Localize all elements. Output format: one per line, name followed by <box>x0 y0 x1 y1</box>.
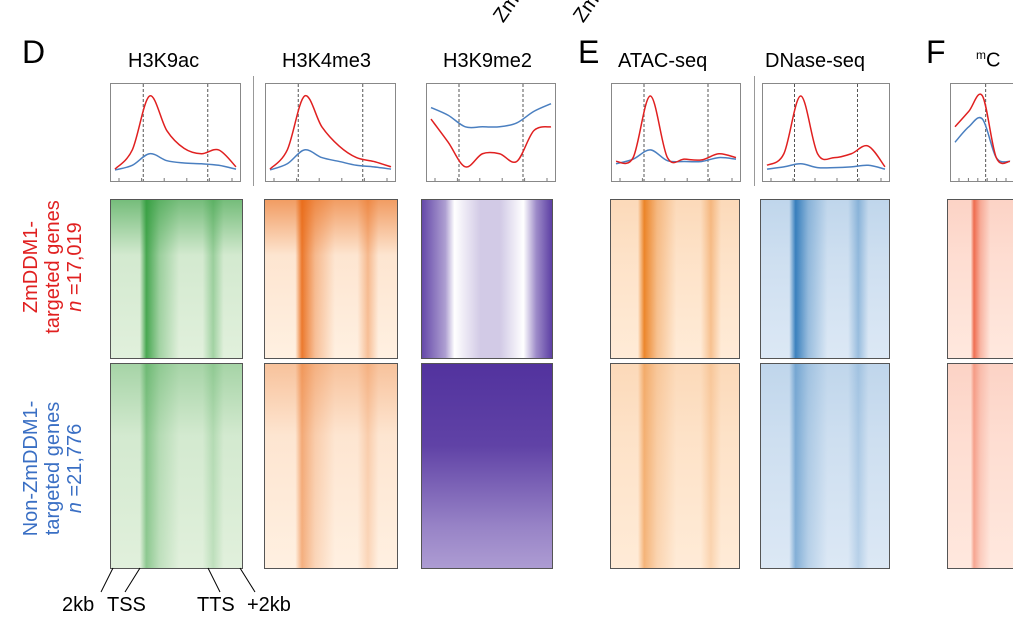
panel-letter-f: F <box>926 34 946 70</box>
profile-plot-h3k9me2 <box>426 83 556 182</box>
col-title-h3k4me3: H3K4me3 <box>282 50 371 72</box>
series-line-targeted <box>114 95 237 170</box>
row-label-non-targeted-line2: targeted genes <box>42 401 64 536</box>
heatmap-h3k4me3-targeted <box>264 199 398 359</box>
heatmap-h3k9ac-non-targeted <box>110 363 243 569</box>
row-label-targeted-line2: targeted genes <box>42 200 64 334</box>
col-title-h3k9ac: H3K9ac <box>128 50 200 72</box>
axis-leader-lines <box>100 567 256 593</box>
profile-plot-dnase <box>762 83 890 182</box>
col-title-dnase-seq: DNase-seq <box>765 50 866 72</box>
axis-label-left: 2kb <box>62 594 95 616</box>
separator <box>253 76 254 186</box>
top-cut-label-1: Zm <box>489 0 524 27</box>
profile-svg-h3k9me2 <box>430 84 552 181</box>
heatmap-h3k4me3-non-targeted <box>264 363 398 569</box>
row-label-non-targeted-n: n =21,776 <box>64 423 86 514</box>
heatmap-atac-seq-non-targeted <box>610 363 740 569</box>
col-title-mc: mC <box>976 48 1001 72</box>
axis-label-tss: TSS <box>107 594 146 616</box>
heatmap-mc-non-targeted <box>947 363 1013 569</box>
series-line-targeted <box>269 95 392 170</box>
profile-svg-h3k9ac <box>114 84 237 181</box>
profile-svg-dnase <box>766 84 886 181</box>
series-line-non-targeted <box>269 149 392 171</box>
series-line-non-targeted <box>954 116 1011 163</box>
heatmap-h3k9ac-targeted <box>110 199 243 359</box>
profile-plot-atac <box>611 83 741 182</box>
heatmap-dnase-seq-non-targeted <box>760 363 890 569</box>
row-label-targeted: ZmDDM1- targeted genes n =17,019 <box>20 192 86 342</box>
row-label-non-targeted-line1: Non-ZmDDM1- <box>20 400 42 537</box>
row-label-targeted-n: n =17,019 <box>64 222 86 312</box>
top-cut-label-2: Zm <box>569 0 604 27</box>
profile-svg-mc <box>954 84 1011 181</box>
heatmap-mc-targeted <box>947 199 1013 359</box>
series-line-targeted <box>430 118 552 168</box>
panel-letter-d: D <box>22 34 46 70</box>
panel-letter-e: E <box>578 34 600 70</box>
series-line-non-targeted <box>114 152 237 171</box>
series-line-targeted <box>766 95 886 168</box>
col-title-h3k9me2: H3K9me2 <box>443 50 532 72</box>
profile-plot-mc <box>950 83 1013 182</box>
series-line-targeted <box>615 95 737 165</box>
series-line-non-targeted <box>766 163 886 170</box>
col-title-atac-seq: ATAC-seq <box>618 50 708 72</box>
profile-svg-h3k4me3 <box>269 84 392 181</box>
heatmap-h3k9me2-non-targeted <box>421 363 553 569</box>
separator <box>754 76 755 186</box>
series-line-non-targeted <box>430 103 552 129</box>
row-label-targeted-line1: ZmDDM1- <box>20 220 42 314</box>
profile-svg-atac <box>615 84 737 181</box>
profile-plot-h3k4me3 <box>265 83 396 182</box>
heatmap-atac-seq-targeted <box>610 199 740 359</box>
profile-plot-h3k9ac <box>110 83 241 182</box>
heatmap-h3k9me2-targeted <box>421 199 553 359</box>
row-label-non-targeted: Non-ZmDDM1- targeted genes n =21,776 <box>20 381 86 556</box>
series-line-targeted <box>954 93 1011 165</box>
heatmap-dnase-seq-targeted <box>760 199 890 359</box>
axis-label-right: +2kb <box>247 594 291 616</box>
axis-label-tts: TTS <box>197 594 235 616</box>
